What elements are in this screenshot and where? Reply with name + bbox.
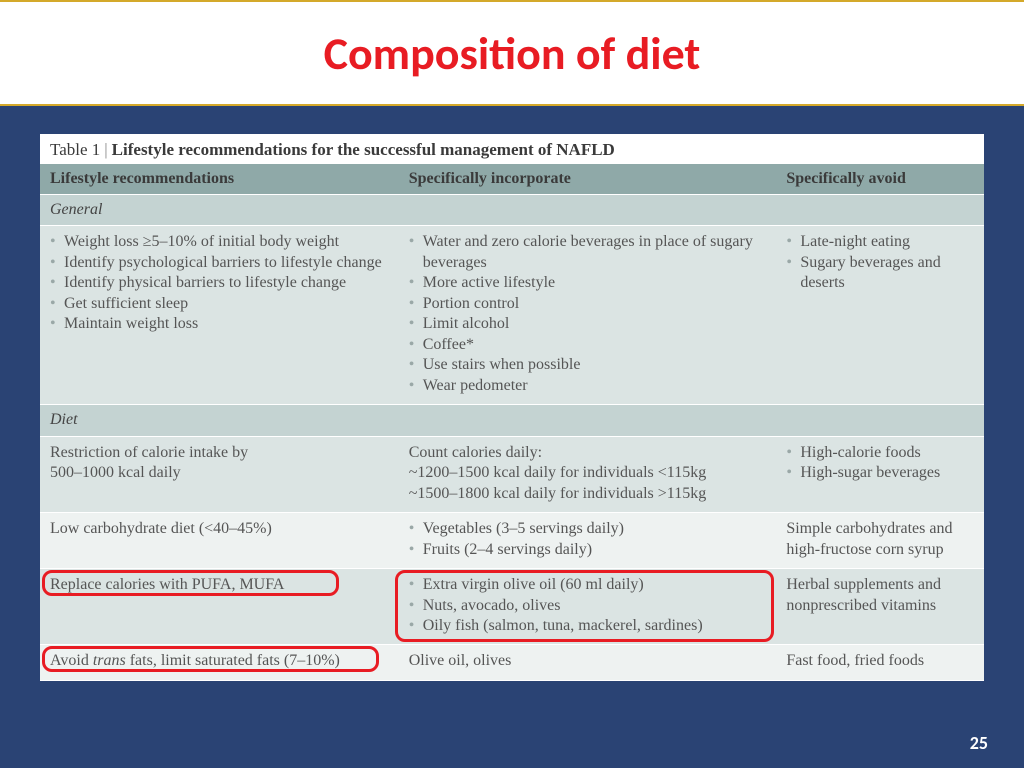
table-row: Low carbohydrate diet (<40–45%) Vegetabl… xyxy=(40,513,984,569)
list-item: Fruits (2–4 servings daily) xyxy=(409,540,767,560)
cell-text: Olive oil, olives xyxy=(409,651,767,671)
cell-c1: Avoid trans fats, limit saturated fats (… xyxy=(40,645,399,680)
bullet-list: Late-night eating Sugary beverages and d… xyxy=(786,232,974,293)
list-item: Portion control xyxy=(409,294,767,314)
cell-c1: Low carbohydrate diet (<40–45%) xyxy=(40,513,399,569)
list-item: Limit alcohol xyxy=(409,314,767,334)
bullet-list: Water and zero calorie beverages in plac… xyxy=(409,232,767,396)
table-caption-text: Lifestyle recommendations for the succes… xyxy=(112,140,615,159)
cell-text: ~1500–1800 kcal daily for individuals >1… xyxy=(409,484,767,504)
page-title: Composition of diet xyxy=(0,26,1024,82)
list-item: Oily fish (salmon, tuna, mackerel, sardi… xyxy=(409,616,767,636)
list-item: Use stairs when possible xyxy=(409,355,767,375)
section-label: General xyxy=(40,195,984,226)
cell-c3: Fast food, fried foods xyxy=(776,645,984,680)
cell-c3: Simple carbohydrates and high-fructose c… xyxy=(776,513,984,569)
table-row: Weight loss ≥5–10% of initial body weigh… xyxy=(40,226,984,405)
cell-c3: High-calorie foods High-sugar beverages xyxy=(776,436,984,512)
list-item: Nuts, avocado, olives xyxy=(409,596,767,616)
list-item: High-calorie foods xyxy=(786,443,974,463)
cell-text: Avoid trans fats, limit saturated fats (… xyxy=(50,651,389,671)
cell-c1: Restriction of calorie intake by 500–100… xyxy=(40,436,399,512)
list-item: Get sufficient sleep xyxy=(50,294,389,314)
list-item: Weight loss ≥5–10% of initial body weigh… xyxy=(50,232,389,252)
cell-text: Simple carbohydrates and high-fructose c… xyxy=(786,519,974,560)
cell-c2: Water and zero calorie beverages in plac… xyxy=(399,226,777,405)
section-label: Diet xyxy=(40,405,984,436)
cell-text: ~1200–1500 kcal daily for individuals <1… xyxy=(409,463,767,483)
list-item: Late-night eating xyxy=(786,232,974,252)
cell-c3: Late-night eating Sugary beverages and d… xyxy=(776,226,984,405)
slide-number: 25 xyxy=(970,732,988,754)
table-caption: Table 1|Lifestyle recommendations for th… xyxy=(40,134,984,164)
list-item: More active lifestyle xyxy=(409,273,767,293)
list-item: Extra virgin olive oil (60 ml daily) xyxy=(409,575,767,595)
cell-c2: Count calories daily: ~1200–1500 kcal da… xyxy=(399,436,777,512)
cell-c2: Extra virgin olive oil (60 ml daily) Nut… xyxy=(399,569,777,645)
bullet-list: Weight loss ≥5–10% of initial body weigh… xyxy=(50,232,389,334)
list-item: High-sugar beverages xyxy=(786,463,974,483)
cell-c1: Replace calories with PUFA, MUFA xyxy=(40,569,399,645)
list-item: Identify psychological barriers to lifes… xyxy=(50,253,389,273)
list-item: Water and zero calorie beverages in plac… xyxy=(409,232,767,273)
section-row-diet: Diet xyxy=(40,405,984,436)
cell-text: Restriction of calorie intake by xyxy=(50,443,389,463)
table-number: Table 1 xyxy=(50,140,100,159)
list-item: Coffee* xyxy=(409,335,767,355)
list-item: Vegetables (3–5 servings daily) xyxy=(409,519,767,539)
cell-text: Low carbohydrate diet (<40–45%) xyxy=(50,519,389,539)
cell-text: Replace calories with PUFA, MUFA xyxy=(50,575,389,595)
table-row: Replace calories with PUFA, MUFA Extra v… xyxy=(40,569,984,645)
cell-c3: Herbal supplements and nonprescribed vit… xyxy=(776,569,984,645)
cell-c2: Vegetables (3–5 servings daily) Fruits (… xyxy=(399,513,777,569)
cell-text: Fast food, fried foods xyxy=(786,651,974,671)
list-item: Sugary beverages and deserts xyxy=(786,253,974,294)
list-item: Identify physical barriers to lifestyle … xyxy=(50,273,389,293)
content-area: Table 1|Lifestyle recommendations for th… xyxy=(0,106,1024,701)
col-header-2: Specifically incorporate xyxy=(399,164,777,195)
list-item: Maintain weight loss xyxy=(50,314,389,334)
cell-c2: Olive oil, olives xyxy=(399,645,777,680)
title-bar: Composition of diet xyxy=(0,0,1024,106)
bullet-list: Vegetables (3–5 servings daily) Fruits (… xyxy=(409,519,767,560)
cell-text: Count calories daily: xyxy=(409,443,767,463)
table-row: Avoid trans fats, limit saturated fats (… xyxy=(40,645,984,680)
cell-text: Herbal supplements and nonprescribed vit… xyxy=(786,575,974,616)
cell-c1: Weight loss ≥5–10% of initial body weigh… xyxy=(40,226,399,405)
recommendations-table: Lifestyle recommendations Specifically i… xyxy=(40,164,984,681)
col-header-1: Lifestyle recommendations xyxy=(40,164,399,195)
section-row-general: General xyxy=(40,195,984,226)
table-row: Restriction of calorie intake by 500–100… xyxy=(40,436,984,512)
cell-text: 500–1000 kcal daily xyxy=(50,463,389,483)
bullet-list: High-calorie foods High-sugar beverages xyxy=(786,443,974,484)
table-card: Table 1|Lifestyle recommendations for th… xyxy=(40,134,984,681)
bullet-list: Extra virgin olive oil (60 ml daily) Nut… xyxy=(409,575,767,636)
col-header-3: Specifically avoid xyxy=(776,164,984,195)
list-item: Wear pedometer xyxy=(409,376,767,396)
